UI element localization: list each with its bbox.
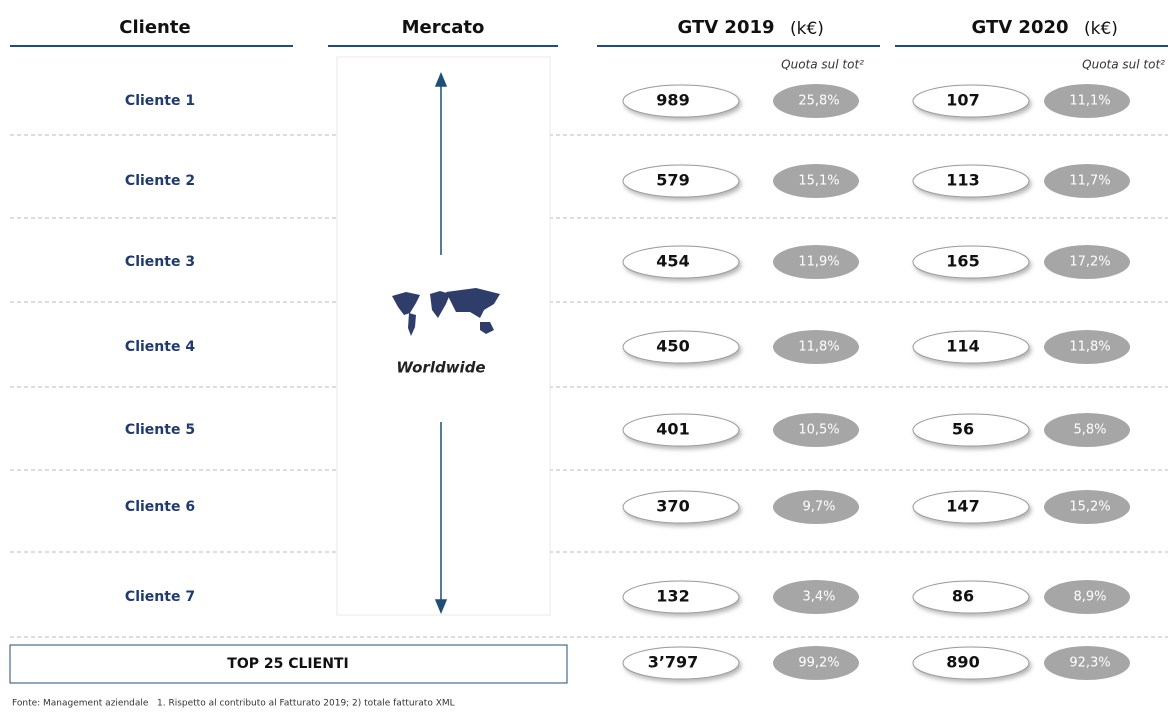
value: 989	[656, 91, 689, 110]
share-label: Quota sul tot²	[1082, 58, 1165, 72]
value-pill	[622, 330, 740, 364]
share-pill	[1044, 580, 1130, 614]
share-pill	[773, 646, 859, 680]
share-pill	[773, 490, 859, 524]
unit: (k€)	[790, 19, 824, 39]
market-label: Worldwide	[396, 359, 485, 377]
value: 454	[656, 252, 689, 271]
total-label: TOP 25 CLIENTI	[227, 656, 348, 672]
share: 11,8%	[798, 340, 839, 355]
value-pill	[912, 164, 1030, 198]
client-name: Cliente 7	[125, 589, 195, 605]
share-pill	[1044, 330, 1130, 364]
share-pill	[773, 580, 859, 614]
value-pill	[622, 84, 740, 118]
client-name: Cliente 5	[125, 422, 195, 438]
share: 17,2%	[1069, 255, 1110, 270]
share: 11,9%	[798, 255, 839, 270]
value-pill	[912, 413, 1030, 447]
share: 11,1%	[1069, 94, 1110, 109]
value-pill	[912, 330, 1030, 364]
value: 370	[656, 497, 689, 516]
value: 113	[946, 171, 979, 190]
share-pill	[1044, 646, 1130, 680]
share: 9,7%	[802, 500, 835, 515]
arrows	[434, 72, 448, 614]
share: 8,9%	[1073, 590, 1106, 605]
value-pill	[622, 580, 740, 614]
share-pill	[773, 164, 859, 198]
share: 3,4%	[802, 590, 835, 605]
value: 147	[946, 497, 979, 516]
share: 15,2%	[1069, 500, 1110, 515]
share: 11,7%	[1069, 174, 1110, 189]
share-pill	[773, 84, 859, 118]
value-pill	[912, 245, 1030, 279]
value-pill	[622, 245, 740, 279]
value: 165	[946, 252, 979, 271]
value: 86	[952, 587, 974, 606]
value: 107	[946, 91, 979, 110]
share-pill	[1044, 164, 1130, 198]
column-header: Cliente	[119, 17, 190, 38]
total-box	[9, 644, 568, 684]
share-pill	[773, 245, 859, 279]
share-pill	[773, 330, 859, 364]
column-header: GTV 2019	[677, 17, 774, 38]
share-pill	[773, 413, 859, 447]
share: 10,5%	[798, 423, 839, 438]
value-pill	[622, 164, 740, 198]
client-name: Cliente 3	[125, 254, 195, 270]
value-pill	[912, 580, 1030, 614]
share-pill	[1044, 413, 1130, 447]
share-label: Quota sul tot²	[781, 58, 864, 72]
share-pill	[1044, 245, 1130, 279]
value: 401	[656, 420, 689, 439]
value-pill	[912, 490, 1030, 524]
column-header: Mercato	[402, 17, 485, 38]
value: 450	[656, 337, 689, 356]
client-name: Cliente 6	[125, 499, 195, 515]
value-pill	[912, 646, 1030, 680]
value-pill	[622, 646, 740, 680]
value-pill	[622, 413, 740, 447]
share-pill	[1044, 490, 1130, 524]
value: 890	[946, 653, 979, 672]
client-name: Cliente 1	[125, 93, 195, 109]
value: 132	[656, 587, 689, 606]
share: 25,8%	[798, 94, 839, 109]
share: 11,8%	[1069, 340, 1110, 355]
share-pill	[1044, 84, 1130, 118]
share: 15,1%	[798, 174, 839, 189]
world-map	[392, 288, 500, 336]
value: 56	[952, 420, 974, 439]
share: 5,8%	[1073, 423, 1106, 438]
value: 579	[656, 171, 689, 190]
share: 99,2%	[798, 656, 839, 671]
value: 3’797	[648, 653, 699, 672]
share: 92,3%	[1069, 656, 1110, 671]
footer: Fonte: Management aziendale 1. Rispetto …	[12, 699, 455, 709]
unit: (k€)	[1084, 19, 1118, 39]
client-name: Cliente 4	[125, 339, 195, 355]
value-pill	[622, 490, 740, 524]
value-pill	[912, 84, 1030, 118]
market-box	[336, 56, 551, 616]
column-header: GTV 2020	[971, 17, 1068, 38]
value: 114	[946, 337, 979, 356]
client-name: Cliente 2	[125, 173, 195, 189]
